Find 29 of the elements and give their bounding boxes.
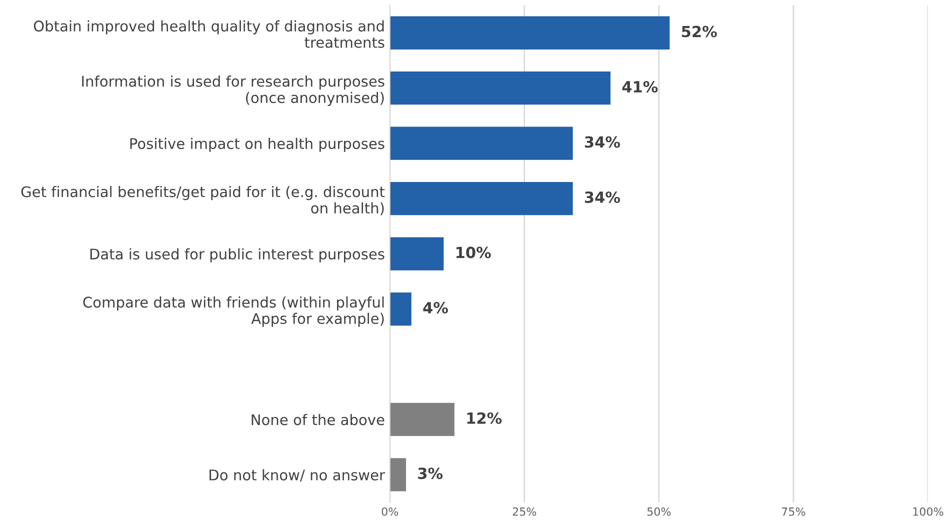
data-label: 3% [418, 468, 443, 480]
bar [390, 402, 454, 436]
x-tick-label: 75% [782, 507, 806, 516]
bar [390, 182, 573, 216]
data-label: 12% [467, 412, 502, 424]
bar [390, 237, 444, 270]
data-label: 41% [622, 80, 658, 93]
y-tick-label: None of the above [252, 414, 384, 426]
y-tick-label: Obtain improved health quality of diagnosis and treatments [34, 20, 384, 48]
data-label: 34% [584, 136, 620, 148]
data-label: 52% [682, 26, 717, 38]
bar [390, 126, 573, 160]
bar [390, 292, 412, 326]
y-tick-label: Data is used for public interest purposes [90, 248, 384, 262]
x-tick-label: 100% [913, 507, 944, 516]
x-tick-label: 50% [647, 507, 671, 516]
bar [390, 458, 406, 492]
y-tick-label: Compare data with friends (within playful Apps for example) [83, 296, 384, 327]
data-label: 4% [423, 302, 448, 314]
data-label: 34% [584, 191, 620, 203]
y-tick-label: Get financial benefits/get paid for it (e.g. discount on health) [21, 186, 385, 216]
bar [390, 72, 610, 105]
data-label: 10% [456, 246, 491, 258]
x-tick-label: 0% [382, 507, 398, 516]
bar [390, 16, 670, 50]
y-tick-label: Positive impact on health purposes [130, 138, 384, 152]
y-tick-label: Do not know/ no answer [210, 469, 386, 482]
x-tick-label: 25% [512, 507, 536, 516]
y-tick-label: Information is used for research purposes (once anonymised) [82, 76, 384, 106]
